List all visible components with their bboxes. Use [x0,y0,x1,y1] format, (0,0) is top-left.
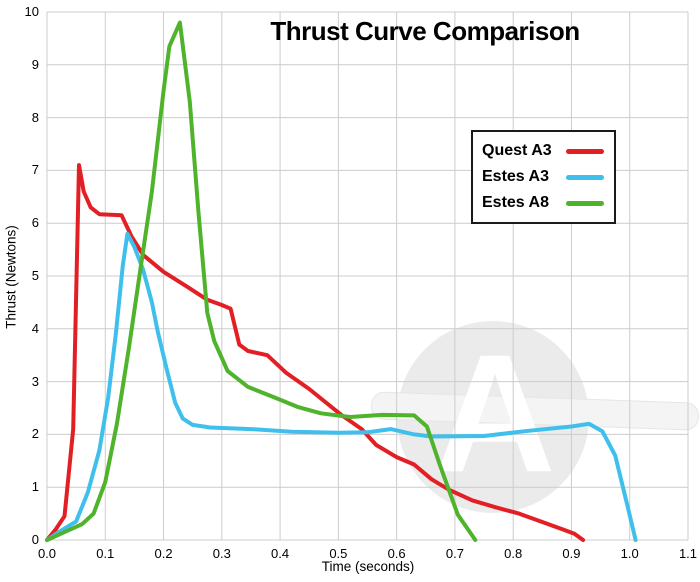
y-tick-label: 6 [31,215,39,231]
x-tick-label: 0.5 [329,546,348,561]
estes-a8-line-swatch [566,200,604,206]
x-tick-label: 0.2 [154,546,173,561]
x-tick-label: 1.0 [620,546,639,561]
legend-item-quest-a3: Quest A3 [482,142,604,160]
x-tick-label: 0.8 [504,546,523,561]
y-tick-label: 8 [31,109,39,125]
y-tick-label: 2 [31,426,39,442]
x-tick-label: 0.9 [562,546,581,561]
quest-a3-curve [45,163,586,542]
y-tick-label: 4 [31,320,39,336]
x-tick-label: 1.1 [678,546,698,561]
estes-a3-curve [45,231,638,542]
legend-box: Quest A3 Estes A3 Estes A8 [471,130,616,224]
legend-label: Estes A3 [482,168,549,185]
legend-item-estes-a8: Estes A8 [482,194,604,212]
y-tick-label: 1 [31,479,39,495]
x-axis-title: Time (seconds) [321,559,415,574]
x-tick-label: 0.6 [387,546,406,561]
quest-a3-line-swatch [566,148,604,154]
y-tick-label: 0 [31,532,39,547]
x-tick-label: 0.7 [445,546,464,561]
legend-label: Quest A3 [482,142,552,159]
estes-a8-curve [45,20,478,542]
y-tick-label: 9 [31,56,39,72]
legend-item-estes-a3: Estes A3 [482,168,604,186]
x-tick-label: 0.0 [37,546,57,561]
legend-label: Estes A8 [482,194,549,211]
x-tick-label: 0.4 [271,546,290,561]
x-tick-label: 0.1 [96,546,115,561]
x-tick-label: 0.3 [212,546,231,561]
chart-title: Thrust Curve Comparison [270,16,580,46]
y-tick-label: 5 [31,268,39,283]
y-tick-label: 7 [31,162,39,178]
y-tick-label: 3 [31,373,39,389]
y-tick-label: 10 [24,4,39,19]
estes-a3-line-swatch [566,174,604,180]
